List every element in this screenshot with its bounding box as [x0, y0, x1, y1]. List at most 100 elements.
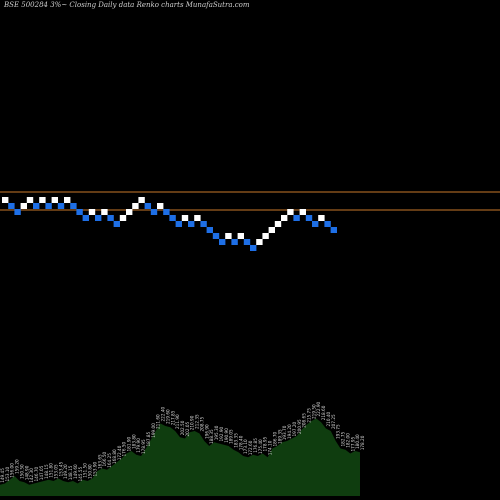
- volume-label: 168.80: [112, 449, 117, 464]
- volume-label: 148.15: [68, 465, 73, 480]
- renko-brick-up: [101, 209, 108, 215]
- volume-label: 181.90: [127, 437, 132, 452]
- volume-label: 179.90: [136, 438, 141, 453]
- renko-brick-down: [82, 215, 89, 221]
- volume-label: 159.20: [15, 459, 20, 474]
- volume-label: 153.45: [58, 462, 63, 477]
- volume-label: 178.95: [141, 439, 146, 454]
- renko-brick-up: [181, 215, 189, 221]
- volume-label: 145.55: [78, 467, 83, 482]
- volume-label: 188.35: [209, 429, 214, 444]
- renko-brick-down: [113, 221, 120, 227]
- volume-label: 192.90: [219, 427, 224, 442]
- renko-brick-up: [157, 203, 164, 209]
- chart-title: BSE 500284 3%~ Closing Daily data Renko …: [4, 1, 250, 9]
- renko-brick-down: [8, 203, 15, 209]
- volume-label: 150.50: [20, 464, 25, 479]
- renko-brick-down: [330, 227, 337, 233]
- renko-brick-up: [299, 209, 306, 215]
- renko-brick-down: [175, 221, 182, 227]
- renko-brick-down: [70, 203, 77, 209]
- renko-brick-up: [2, 197, 9, 203]
- volume-label: 183.35: [234, 433, 239, 448]
- volume-label: 202.50: [180, 420, 185, 435]
- renko-brick-down: [312, 221, 319, 227]
- renko-brick-down: [107, 215, 114, 221]
- volume-label: 208.75: [200, 417, 205, 432]
- renko-brick-down: [169, 215, 176, 221]
- volume-label: 153.90: [92, 462, 97, 477]
- renko-brick-up: [318, 215, 325, 221]
- volume-label: 183.80: [131, 434, 136, 449]
- volume-label: 150.80: [88, 464, 93, 479]
- volume-label: 180.40: [355, 434, 360, 449]
- renko-brick-up: [262, 233, 269, 239]
- volume-label: 146.70: [34, 467, 39, 482]
- level-lines: [0, 191, 500, 211]
- volume-label: 178.40: [238, 435, 243, 450]
- volume-label: 193.70: [282, 425, 287, 440]
- volume-label: 172.60: [248, 440, 253, 455]
- volume-label: 190.90: [224, 428, 229, 443]
- volume-label: 177.95: [350, 437, 355, 452]
- renko-brick-up: [64, 197, 71, 203]
- renko-brick-down: [188, 221, 195, 227]
- renko-brick-up: [256, 239, 263, 245]
- renko-brick-up: [88, 209, 96, 215]
- volume-label: 222.40: [161, 407, 166, 422]
- volume-label: 189.35: [277, 429, 282, 444]
- volume-label: 193.75: [336, 424, 341, 439]
- volume-label: 215.75: [307, 408, 312, 423]
- renko-brick-up: [26, 197, 34, 203]
- renko-brick-up: [132, 203, 139, 209]
- renko-brick-up: [119, 215, 127, 221]
- volume-label: 148.15: [44, 464, 49, 479]
- volume-label: 166.50: [102, 452, 107, 467]
- renko-brick-down: [206, 227, 213, 233]
- renko-brick-down: [150, 209, 158, 215]
- volume-label: 148.90: [24, 465, 29, 480]
- volume-label: 175.40: [258, 439, 263, 454]
- volume-label: 182.00: [345, 433, 350, 448]
- renko-brick-down: [293, 215, 300, 221]
- volume-label: 196.90: [204, 424, 209, 439]
- renko-brick-up: [20, 203, 27, 209]
- renko-brick-down: [14, 209, 21, 215]
- renko-bricks: [2, 197, 337, 251]
- renko-brick-up: [51, 197, 58, 203]
- volume-area: [0, 418, 360, 496]
- volume-label: 189.05: [229, 429, 234, 444]
- volume-label: 149.60: [73, 464, 78, 479]
- renko-brick-down: [324, 221, 331, 227]
- volume-label: 219.60: [165, 409, 170, 424]
- volume-label: 149.45: [0, 468, 5, 483]
- volume-label: 153.05: [54, 464, 59, 479]
- renko-brick-down: [45, 203, 52, 209]
- volume-label: 182.75: [341, 432, 346, 447]
- renko-brick-up: [274, 221, 282, 227]
- renko-brick-up: [126, 209, 133, 215]
- volume-label: 197.20: [292, 422, 297, 437]
- volume-label: 218.60: [321, 405, 326, 420]
- volume-label: 173.10: [243, 439, 248, 454]
- renko-brick-down: [219, 239, 226, 245]
- volume-label: 217.85: [170, 410, 175, 425]
- volume-label: 174.10: [268, 440, 273, 455]
- renko-brick-down: [305, 215, 313, 221]
- volume-label: 176.85: [253, 438, 258, 453]
- volume-label: 222.90: [316, 402, 321, 417]
- renko-brick-up: [281, 215, 288, 221]
- volume-label: 208.65: [302, 413, 307, 428]
- volume-label: 178.20: [360, 435, 365, 450]
- volume-label: 153.10: [5, 467, 10, 482]
- volume-label: 195.30: [214, 425, 219, 440]
- volume-label: 176.50: [122, 442, 127, 457]
- renko-brick-down: [33, 203, 40, 209]
- renko-brick-up: [39, 197, 46, 203]
- renko-brick-down: [57, 203, 65, 209]
- volume-label: 211.60: [156, 414, 161, 429]
- volume-label: 186.70: [272, 432, 277, 447]
- volume-label: 219.50: [311, 404, 316, 419]
- volume-label: 210.90: [190, 415, 195, 430]
